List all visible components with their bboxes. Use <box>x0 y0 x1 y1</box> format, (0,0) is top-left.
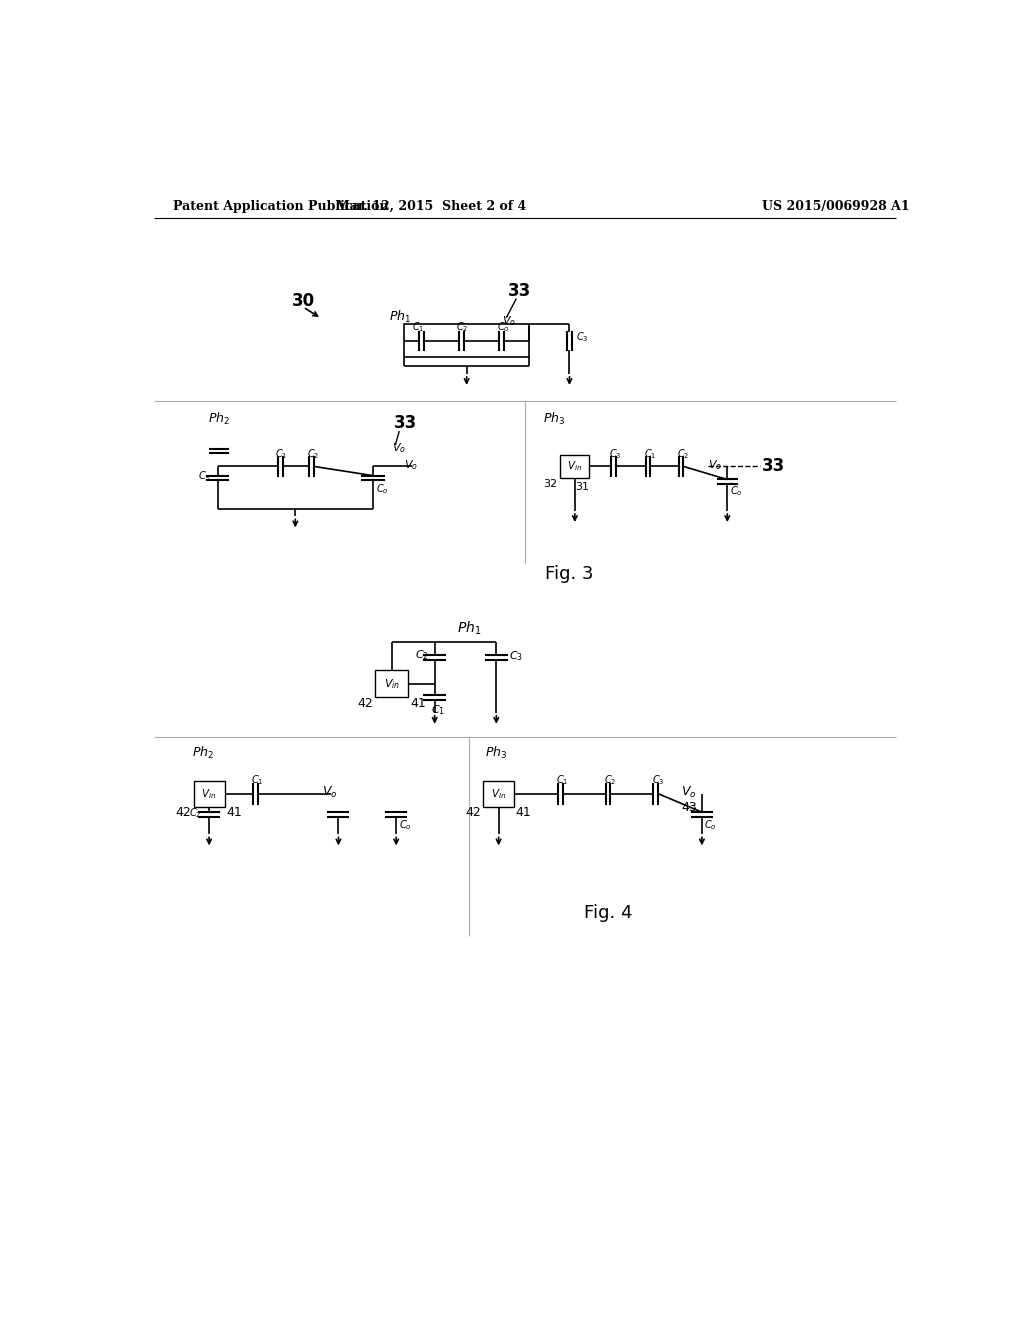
Text: $V_o$: $V_o$ <box>708 458 722 471</box>
Text: $C_3$: $C_3$ <box>652 774 665 787</box>
Text: $V_{in}$: $V_{in}$ <box>202 787 217 800</box>
Text: 42: 42 <box>465 807 481 820</box>
Text: 33: 33 <box>394 413 417 432</box>
Text: $C_1$: $C_1$ <box>644 447 656 461</box>
Text: $\mathit{Ph_2}$: $\mathit{Ph_2}$ <box>208 411 229 426</box>
Text: 31: 31 <box>574 482 589 492</box>
Text: $C_2$: $C_2$ <box>415 648 429 661</box>
Text: Patent Application Publication: Patent Application Publication <box>173 199 388 213</box>
Text: $V_o$: $V_o$ <box>392 441 407 455</box>
Text: 42: 42 <box>357 697 373 710</box>
Text: $C_1$: $C_1$ <box>252 774 264 787</box>
Text: $C_2$: $C_2$ <box>456 321 468 334</box>
Text: $C_1$: $C_1$ <box>413 321 425 334</box>
Text: Fig. 3: Fig. 3 <box>545 565 594 583</box>
Text: $V_o$: $V_o$ <box>681 784 696 800</box>
Text: $C_o$: $C_o$ <box>376 482 389 495</box>
Text: $\mathit{Ph_1}$: $\mathit{Ph_1}$ <box>388 309 411 325</box>
Text: $C_o$: $C_o$ <box>730 484 743 498</box>
Text: $C_2$: $C_2$ <box>677 447 689 461</box>
Text: US 2015/0069928 A1: US 2015/0069928 A1 <box>762 199 909 213</box>
Bar <box>483 780 514 807</box>
Text: $\mathit{Ph_3}$: $\mathit{Ph_3}$ <box>484 744 507 760</box>
Bar <box>403 323 529 358</box>
Text: $V_{in}$: $V_{in}$ <box>567 459 583 474</box>
Text: $C_2$: $C_2$ <box>307 447 319 461</box>
Text: $C_1$: $C_1$ <box>556 774 568 787</box>
Text: Mar. 12, 2015  Sheet 2 of 4: Mar. 12, 2015 Sheet 2 of 4 <box>336 199 526 213</box>
Bar <box>560 455 590 478</box>
Text: $V_o$: $V_o$ <box>503 314 516 327</box>
Text: $C_3$: $C_3$ <box>608 447 622 461</box>
Text: $C_1$: $C_1$ <box>431 702 444 717</box>
Text: $C_2$: $C_2$ <box>189 807 202 820</box>
Text: $C_3$: $C_3$ <box>509 649 522 663</box>
Text: $\mathit{Ph_2}$: $\mathit{Ph_2}$ <box>193 744 214 760</box>
Text: $C_o$: $C_o$ <box>497 321 510 334</box>
Text: $C_o$: $C_o$ <box>398 818 412 832</box>
Text: 42: 42 <box>176 807 191 820</box>
Text: 41: 41 <box>410 697 426 710</box>
Text: $V_o$: $V_o$ <box>322 784 337 800</box>
Text: 41: 41 <box>515 807 531 820</box>
Text: $V_{in}$: $V_{in}$ <box>490 787 506 800</box>
Text: $C_3$: $C_3$ <box>575 330 588 345</box>
Text: $V_o$: $V_o$ <box>403 458 418 471</box>
Text: $C_3$: $C_3$ <box>198 470 210 483</box>
Text: 32: 32 <box>543 479 557 490</box>
Text: $\mathit{Ph_1}$: $\mathit{Ph_1}$ <box>457 619 481 636</box>
Text: $C_2$: $C_2$ <box>604 774 616 787</box>
Text: $C_o$: $C_o$ <box>705 818 717 832</box>
Bar <box>194 780 224 807</box>
Text: $V_{in}$: $V_{in}$ <box>384 677 399 690</box>
Text: 30: 30 <box>292 292 315 310</box>
Text: 41: 41 <box>226 807 242 820</box>
Bar <box>376 671 408 697</box>
Text: 33: 33 <box>508 282 531 300</box>
Text: $C_1$: $C_1$ <box>274 447 287 461</box>
Text: $\mathit{Ph_3}$: $\mathit{Ph_3}$ <box>543 411 565 426</box>
Text: 43: 43 <box>681 801 697 814</box>
Text: 33: 33 <box>762 458 785 475</box>
Text: Fig. 4: Fig. 4 <box>584 904 632 921</box>
